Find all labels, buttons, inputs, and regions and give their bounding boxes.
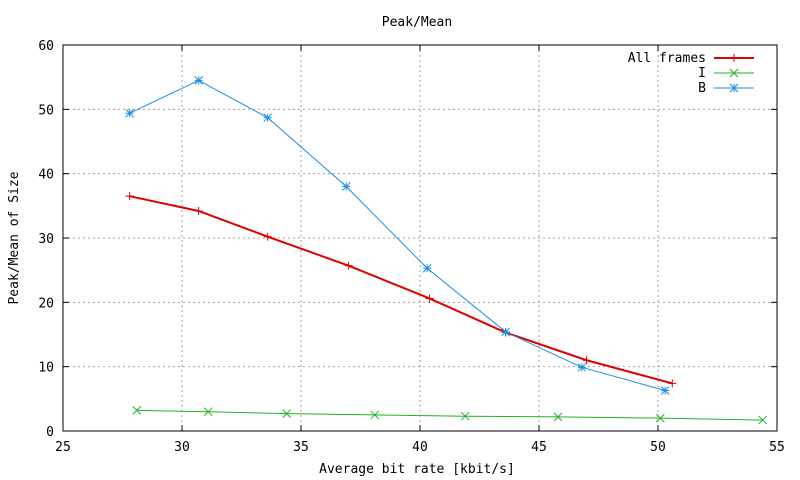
y-tick-label: 60 (38, 39, 54, 54)
y-tick-label: 10 (38, 361, 54, 376)
chart-title: Peak/Mean (382, 15, 452, 30)
legend-marker (729, 83, 739, 93)
data-point (282, 409, 292, 418)
x-tick-label: 45 (531, 440, 547, 455)
data-point (341, 182, 351, 191)
series-line (129, 195, 673, 385)
legend-marker (730, 54, 738, 62)
data-point (582, 356, 591, 365)
x-tick-label: 40 (412, 440, 428, 455)
data-point (125, 108, 134, 118)
data-point (263, 232, 272, 241)
x-tick-label: 25 (55, 440, 71, 455)
legend-entry: All frames (628, 51, 754, 66)
legend-label: I (698, 66, 706, 81)
data-point (344, 261, 353, 270)
legend-entry: B (698, 81, 754, 96)
data-point (132, 406, 142, 415)
data-point (425, 294, 434, 303)
x-axis-label: Average bit rate [kbit/s] (319, 462, 515, 477)
legend-entry: I (698, 66, 754, 81)
series-all-frames (125, 192, 677, 388)
series-line (136, 409, 763, 421)
data-point (125, 192, 134, 201)
y-axis-label: Peak/Mean of Size (7, 171, 22, 304)
data-point (194, 206, 203, 215)
data-point (660, 386, 670, 395)
data-point (370, 410, 380, 420)
data-point (577, 362, 587, 372)
data-point (668, 379, 677, 388)
legend-label: B (698, 81, 706, 96)
data-point (203, 407, 213, 417)
y-tick-label: 40 (38, 168, 54, 183)
legend-marker (729, 68, 739, 78)
data-point (422, 263, 432, 273)
data-point (460, 411, 470, 421)
series-i (132, 406, 768, 425)
legend-label: All frames (628, 51, 706, 66)
data-point (553, 412, 563, 422)
y-tick-label: 0 (46, 425, 54, 440)
series-line (129, 79, 666, 391)
y-tick-label: 30 (38, 232, 54, 247)
data-point (263, 113, 273, 123)
x-tick-label: 30 (174, 440, 190, 455)
data-point (758, 415, 768, 425)
data-point (656, 413, 665, 423)
y-tick-label: 20 (38, 296, 54, 311)
y-tick-label: 50 (38, 103, 54, 118)
series-b (125, 76, 670, 395)
x-tick-label: 50 (650, 440, 666, 455)
data-point (501, 327, 511, 337)
data-point (194, 76, 204, 85)
x-tick-label: 35 (293, 440, 309, 455)
x-tick-label: 55 (769, 440, 785, 455)
